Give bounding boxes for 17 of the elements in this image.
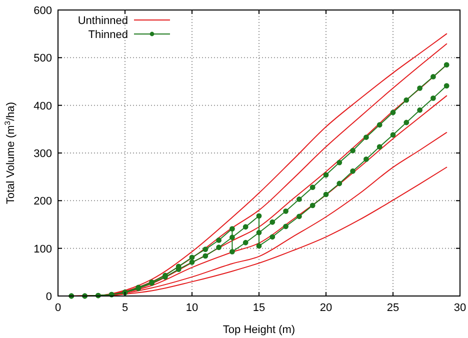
y-tick-label: 200: [34, 196, 52, 208]
x-tick-label: 10: [186, 302, 198, 314]
legend-label: Unthinned: [78, 15, 128, 27]
x-tick-label: 15: [252, 302, 266, 314]
y-tick-label: 0: [46, 291, 52, 303]
y-tick-label: 300: [34, 148, 52, 160]
x-tick-label: 20: [320, 302, 332, 314]
x-tick-label: 30: [454, 302, 466, 314]
x-tick-label: 5: [122, 302, 128, 314]
y-tick-label: 400: [34, 100, 52, 112]
y-tick-label: 500: [34, 52, 52, 65]
y-tick-label: 100: [34, 243, 52, 256]
x-axis-title: Top Height (m): [222, 324, 296, 336]
x-tick-label: 0: [54, 302, 62, 314]
x-tick-label: 25: [386, 302, 400, 314]
legend-label: Thinned: [88, 29, 128, 41]
y-tick-label: 600: [34, 5, 52, 17]
